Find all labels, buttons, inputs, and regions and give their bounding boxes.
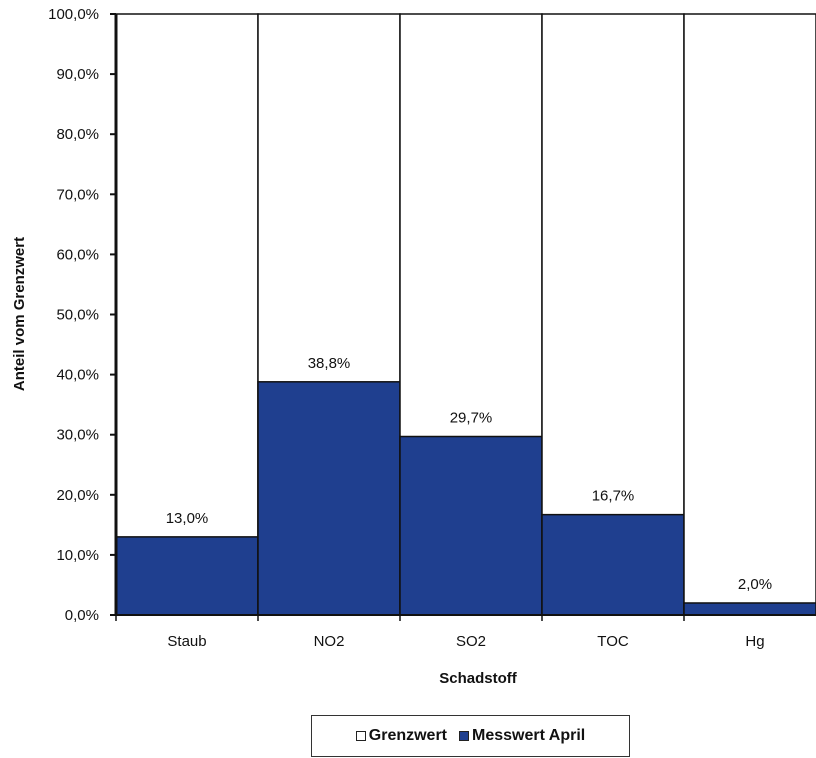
data-label-staub: 13,0% [166, 510, 209, 527]
legend-item-messwert-april: Messwert April [459, 727, 585, 745]
bar-grenzwert-staub [115, 13, 259, 616]
legend-item-grenzwert: Grenzwert [355, 727, 448, 745]
data-label-hg: 2,0% [738, 576, 772, 593]
legend-swatch-messwert-april [459, 731, 470, 741]
x-axis: Staub NO2 SO2 TOC Hg [115, 614, 816, 650]
legend-label-messwert-april: Messwert April [472, 727, 586, 744]
y-tick-label-30: 30,0% [56, 427, 99, 444]
y-tick-label-0: 0,0% [65, 607, 99, 624]
y-axis-title: Anteil vom Grenzwert [11, 237, 28, 391]
legend: Grenzwert Messwert April [311, 715, 630, 757]
y-tick-label-20: 20,0% [56, 487, 99, 504]
x-tick-label-no2: NO2 [314, 633, 345, 650]
bars-group [115, 13, 816, 616]
data-labels: 13,0% 38,8% 29,7% 16,7% 2,0% [166, 355, 772, 593]
x-tick-label-so2: SO2 [456, 633, 486, 650]
x-tick-label-hg: Hg [745, 633, 764, 650]
bar-messwert-no2 [257, 381, 401, 616]
x-tick-label-staub: Staub [167, 633, 206, 650]
y-tick-label-80: 80,0% [56, 126, 99, 143]
legend-label-grenzwert: Grenzwert [368, 727, 448, 744]
y-tick-label-70: 70,0% [56, 186, 99, 203]
y-tick-label-60: 60,0% [56, 246, 99, 263]
data-label-toc: 16,7% [592, 488, 635, 505]
y-tick-label-100: 100,0% [48, 6, 99, 23]
bar-messwert-hg [683, 602, 816, 616]
y-tick-label-10: 10,0% [56, 547, 99, 564]
x-axis-title: Schadstoff [439, 670, 518, 687]
bar-grenzwert-hg [683, 13, 816, 616]
bar-messwert-toc [541, 513, 685, 616]
bar-messwert-so2 [399, 435, 543, 616]
y-axis: 0,0% 10,0% 20,0% 30,0% 40,0% 50,0% 60,0% 70,0% 8… [48, 6, 118, 624]
x-tick-label-toc: TOC [597, 633, 629, 650]
data-label-no2: 38,8% [308, 355, 351, 372]
y-tick-label-40: 40,0% [56, 367, 99, 384]
bar-messwert-staub [115, 536, 259, 616]
y-tick-label-90: 90,0% [56, 66, 99, 83]
data-label-so2: 29,7% [450, 410, 493, 427]
legend-swatch-grenzwert [355, 731, 366, 741]
y-tick-label-50: 50,0% [56, 307, 99, 324]
